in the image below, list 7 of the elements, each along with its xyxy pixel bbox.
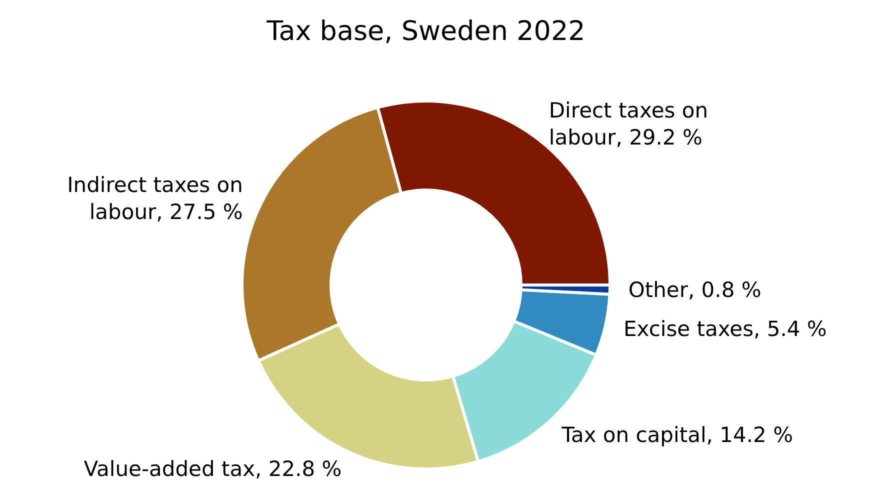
slice-label: Tax on capital, 14.2 % [560, 423, 794, 448]
slice-label: Other, 0.8 % [628, 278, 762, 302]
slice-label: Value-added tax, 22.8 % [84, 457, 342, 482]
slice-label: Indirect taxes on labour, 27.5 % [67, 173, 243, 224]
chart-title: Tax base, Sweden 2022 [266, 16, 586, 47]
slice-label: Excise taxes, 5.4 % [624, 317, 827, 342]
slice-label: Direct taxes on labour, 29.2 % [548, 98, 708, 150]
